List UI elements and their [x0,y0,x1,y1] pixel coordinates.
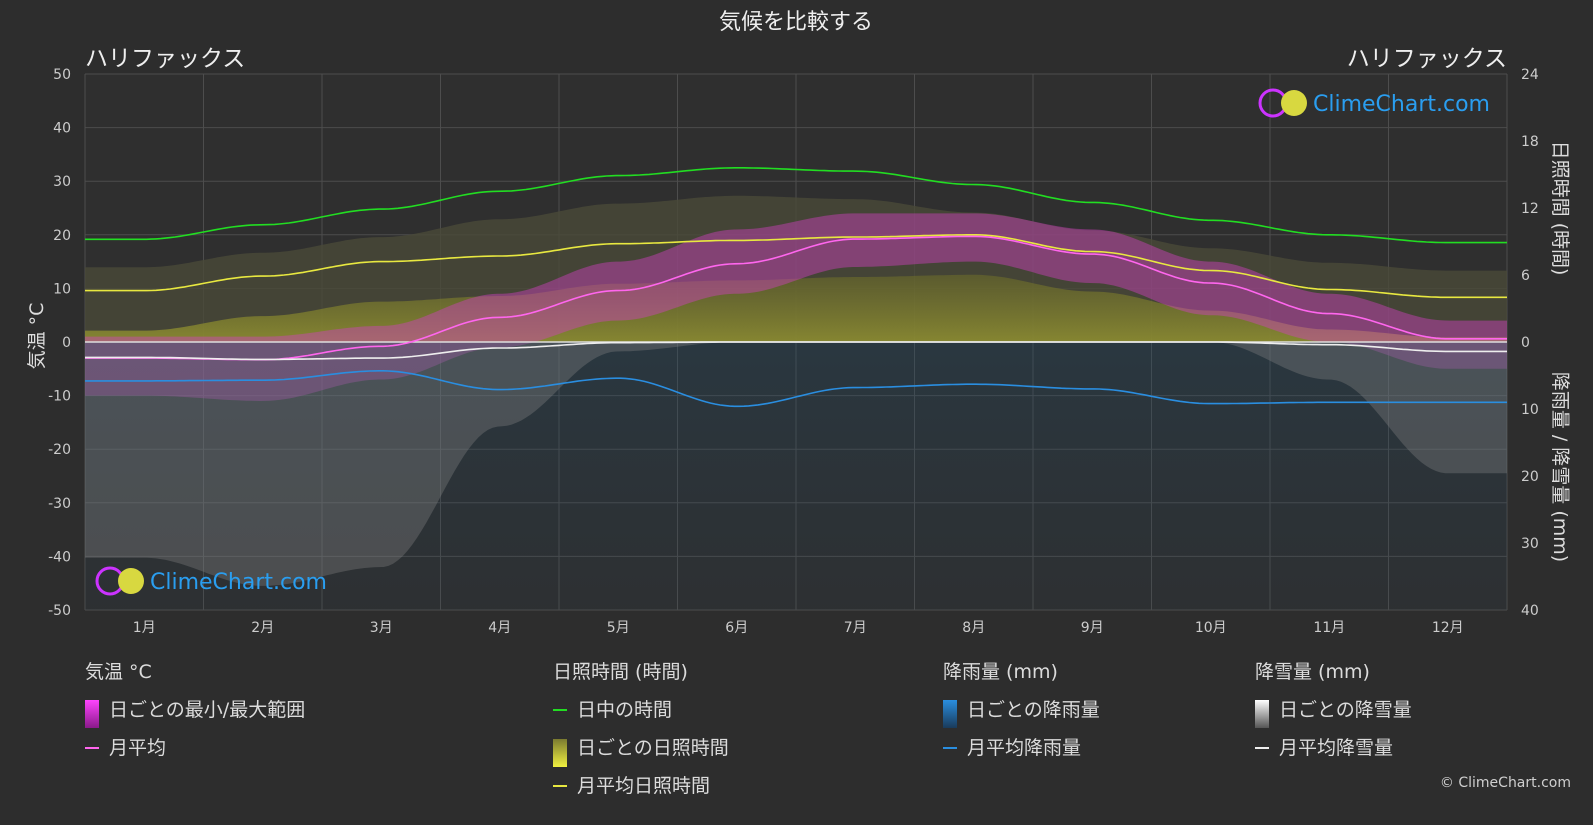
legend-line-icon [1255,747,1269,749]
location-left: ハリファックス [85,46,245,72]
legend-label: 日ごとの日照時間 [577,737,729,759]
data-lines [85,167,1507,408]
y-left-label: 気温 °C [26,303,48,370]
y-right-top-tick-label: 0 [1521,335,1530,351]
legend-item-range: 日ごとの最小/最大範囲 [85,698,305,722]
legend-item-snow-avg: 月平均降雪量 [1255,736,1412,760]
legend-label: 日中の時間 [577,699,673,721]
sunshine-avg-line [85,234,1507,299]
legend-label: 月平均降雨量 [967,737,1082,759]
watermark-top: ClimeChart.com [1258,88,1490,118]
legend-title-snow: 降雪量 (mm) [1255,661,1370,683]
y-left-tick-label: 20 [53,228,71,244]
legend-line-icon [553,785,567,787]
legend-item-sunshine-avg: 月平均日照時間 [553,774,729,798]
legend-item-temp-avg: 月平均 [85,736,305,760]
legend-item-daily-sunshine: 日ごとの日照時間 [553,736,729,760]
watermark-text-top: ClimeChart.com [1313,92,1490,117]
legend-label: 日ごとの降雨量 [967,699,1100,721]
x-tick-label: 11月 [1313,620,1345,636]
legend-temperature: 気温 °C 日ごとの最小/最大範囲 月平均 [85,660,305,774]
y-right-bottom-label: 降雨量 / 降雪量 (mm) [1549,372,1571,562]
y-right-top-tick-label: 6 [1521,268,1530,284]
legend-snow: 降雪量 (mm) 日ごとの降雪量 月平均降雪量 [1255,660,1412,774]
legend-rain-swatch [943,700,957,728]
legend-label: 日ごとの最小/最大範囲 [109,699,306,721]
legend-sunshine-swatch [553,739,567,767]
daylight-line [85,167,1507,244]
x-tick-label: 3月 [370,620,393,636]
x-tick-label: 10月 [1195,620,1227,636]
y-right-top-tick-label: 12 [1521,201,1539,217]
x-tick-label: 9月 [1081,620,1104,636]
logo-sun-icon [1281,90,1307,116]
legend-range-swatch [85,700,99,728]
y-left-tick-label: -50 [48,603,71,619]
rain-area [85,342,1507,610]
x-tick-label: 7月 [844,620,867,636]
legend-label: 月平均日照時間 [577,775,711,797]
y-left-tick-label: -20 [48,442,71,458]
legend-title-sunshine: 日照時間 (時間) [553,661,688,683]
sunshine-area [85,274,1507,342]
legend-label: 月平均 [109,737,167,759]
x-tick-label: 8月 [962,620,985,636]
x-tick-label: 2月 [251,620,274,636]
y-left-tick-label: 40 [53,121,71,137]
y-right-bottom-tick-label: 40 [1521,603,1539,619]
x-tick-label: 1月 [133,620,156,636]
snow-area [85,342,1507,586]
legend-title-temperature: 気温 °C [85,661,152,683]
y-right-bottom-tick-label: 30 [1521,536,1539,552]
y-left-tick-label: 0 [62,335,71,351]
chart-title: 気候を比較する [719,10,873,35]
axes: 50 40 30 20 10 0 -10 -20 -30 -40 -50 24 18 12 6 0 10 20 30… [48,67,1539,636]
legend-item-rain-avg: 月平均降雨量 [943,736,1100,760]
y-right-top-tick-label: 24 [1521,67,1539,83]
logo-sun-icon [118,568,144,594]
legend-sunshine: 日照時間 (時間) 日中の時間 日ごとの日照時間 月平均日照時間 [553,660,729,812]
y-right-top-tick-label: 18 [1521,134,1539,150]
y-right-bottom-tick-label: 10 [1521,402,1539,418]
y-left-tick-label: 30 [53,174,71,190]
y-right-top-label: 日照時間 (時間) [1549,141,1571,276]
snow-avg-line [85,341,1507,361]
x-tick-label: 12月 [1432,620,1464,636]
y-right-bottom-tick-label: 20 [1521,469,1539,485]
x-tick-label: 5月 [607,620,630,636]
rain-avg-line [85,370,1507,408]
copyright: © ClimeChart.com [1439,775,1571,791]
y-left-tick-label: -40 [48,549,71,565]
legend-line-icon [85,747,99,749]
watermark-bottom: ClimeChart.com [95,566,327,596]
data-bands [85,195,1507,610]
legend-line-icon [943,747,957,749]
legend-label: 月平均降雪量 [1279,737,1394,759]
watermark-text-bottom: ClimeChart.com [150,570,327,595]
legend-item-daily-rain: 日ごとの降雨量 [943,698,1100,722]
legend-title-rain: 降雨量 (mm) [943,661,1058,683]
legend-label: 日ごとの降雪量 [1279,699,1412,721]
y-left-tick-label: 10 [53,281,71,297]
legend-line-icon [553,709,567,711]
x-tick-label: 4月 [488,620,511,636]
legend-item-daily-snow: 日ごとの降雪量 [1255,698,1412,722]
y-left-tick-label: -30 [48,496,71,512]
temperature-avg-line [85,235,1507,361]
x-tick-label: 6月 [725,620,748,636]
location-right: ハリファックス [1347,46,1507,72]
legend-item-daylight: 日中の時間 [553,698,729,722]
y-left-tick-label: 50 [53,67,71,83]
legend-snow-swatch [1255,700,1269,728]
y-left-tick-label: -10 [48,389,71,405]
legend-rain: 降雨量 (mm) 日ごとの降雨量 月平均降雨量 [943,660,1100,774]
